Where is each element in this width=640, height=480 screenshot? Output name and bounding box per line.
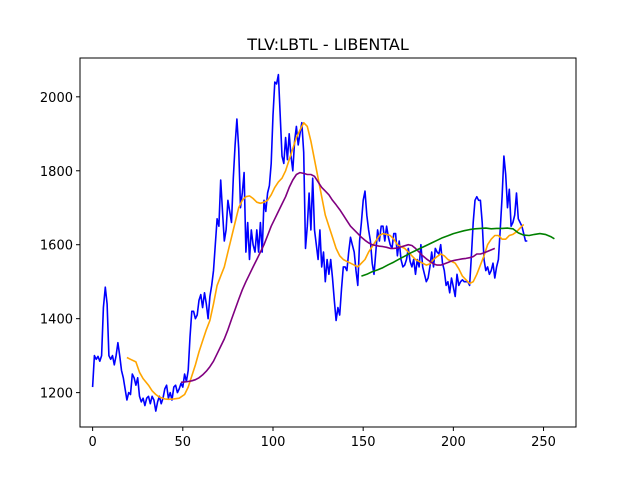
x-tick-label: 50 bbox=[175, 435, 192, 450]
series-line-1 bbox=[91, 73, 528, 412]
series-layer bbox=[91, 73, 555, 412]
y-tick-label: 1200 bbox=[40, 387, 73, 402]
x-tick-label: 250 bbox=[531, 435, 556, 450]
y-tick-label: 2000 bbox=[40, 91, 73, 106]
y-tick-label: 1800 bbox=[40, 165, 73, 180]
series-line-3 bbox=[180, 171, 496, 384]
chart-title: TLV:LBTL - LIBENTAL bbox=[246, 35, 409, 54]
x-tick-label: 0 bbox=[88, 435, 96, 450]
plot-frame bbox=[79, 57, 577, 428]
y-tick-label: 1400 bbox=[40, 313, 73, 328]
series-line-4 bbox=[361, 227, 555, 277]
axes-layer: 0 50 100 150 200 250 1200 1400 1600 1800 2000 bbox=[40, 91, 556, 450]
y-tick-label: 1600 bbox=[40, 239, 73, 254]
x-tick-label: 200 bbox=[441, 435, 466, 450]
x-tick-label: 100 bbox=[261, 435, 286, 450]
series-line-2 bbox=[126, 121, 525, 401]
x-tick-label: 150 bbox=[351, 435, 376, 450]
